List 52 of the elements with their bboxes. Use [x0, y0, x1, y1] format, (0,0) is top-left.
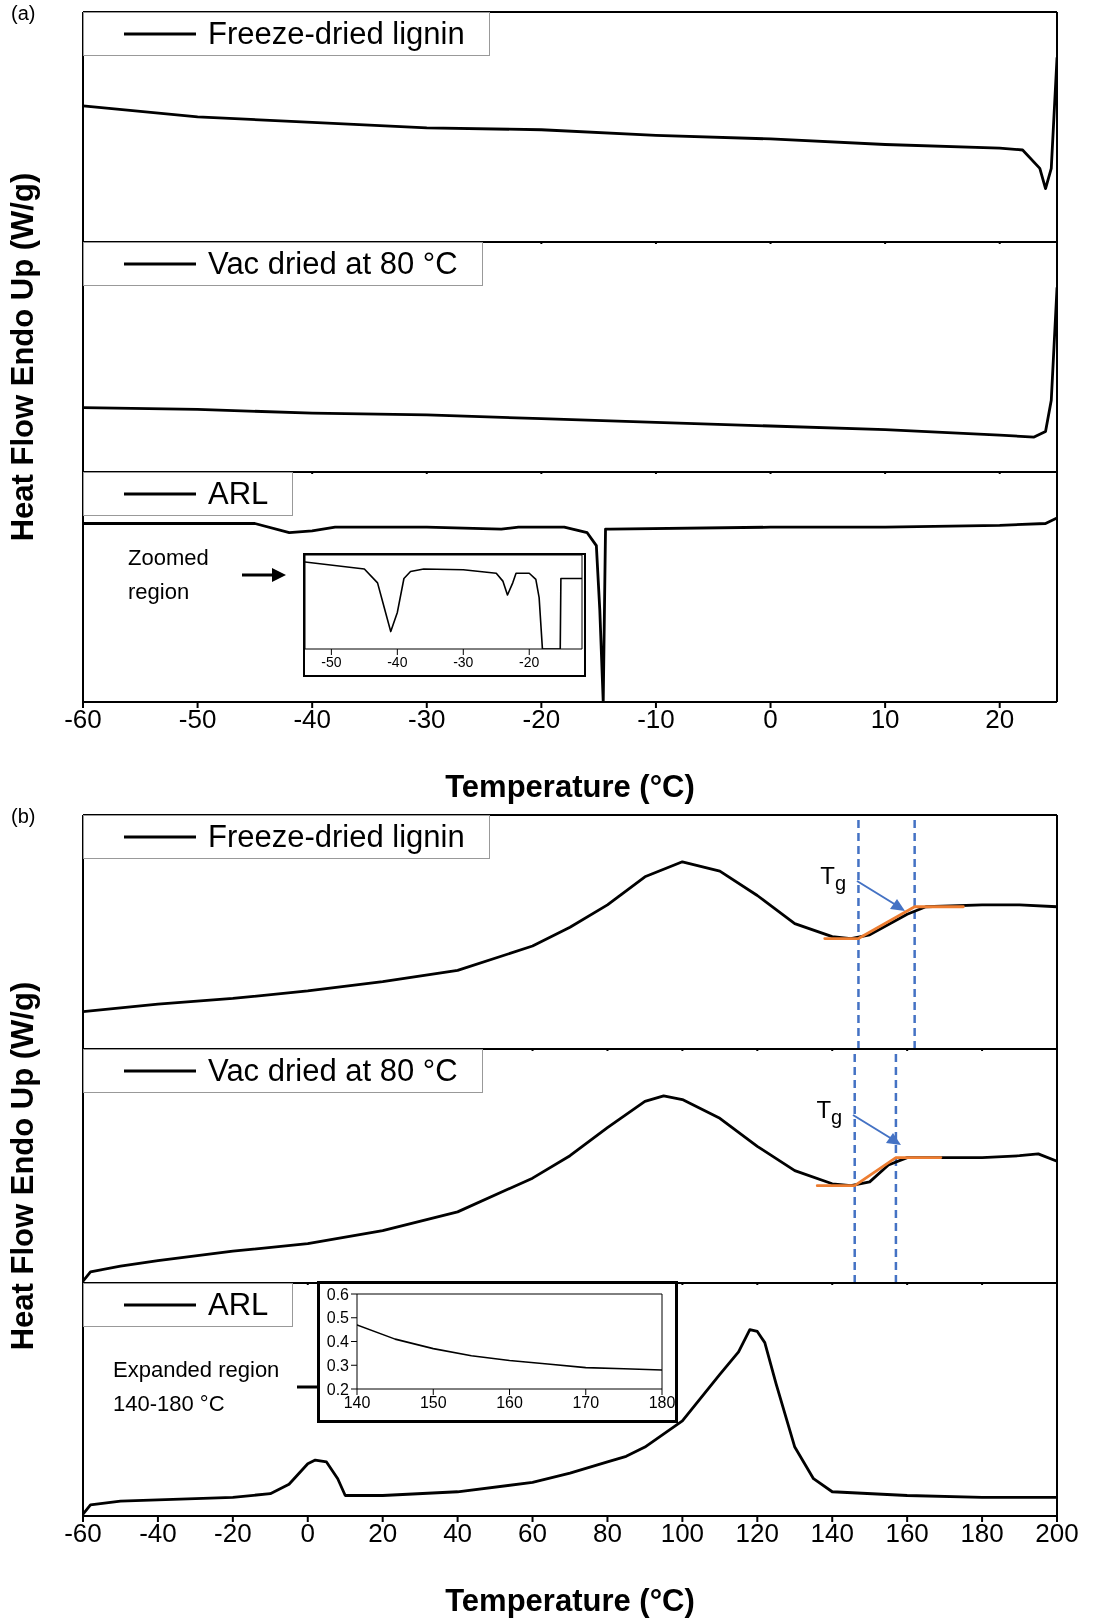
annotation: T$_{g}$: [816, 1095, 843, 1130]
x-tick-label: -40: [139, 1518, 177, 1549]
y-tick-label: 0.5: [326, 1309, 350, 1327]
x-tick-label: -10: [637, 704, 675, 735]
y-tick-label: 0.6: [326, 1285, 350, 1303]
x-tick-label: 20: [985, 704, 1015, 735]
chart-title: (a): [11, 2, 36, 25]
y-axis-title: Heat Flow Endo Up (W/g): [4, 171, 41, 544]
x-tick-label: -60: [64, 1518, 102, 1549]
annotation: Expanded region 140-180 °C: [113, 1355, 281, 1418]
x-tick-label: 80: [593, 1518, 622, 1549]
x-tick-label: 20: [368, 1518, 398, 1549]
legend-label: ARL: [208, 475, 269, 513]
x-axis-title: Temperature (°C): [445, 1583, 695, 1618]
x-tick-label: -60: [64, 704, 102, 735]
y-axis-title: Heat Flow Endo Up (W/g): [4, 980, 41, 1353]
y-tick-label: 0.3: [326, 1356, 350, 1374]
x-tick-label: 40: [443, 1518, 473, 1549]
x-tick-label: -20: [214, 1518, 252, 1549]
x-tick-label: -20: [519, 653, 540, 670]
x-tick-label: 0: [763, 704, 778, 735]
chart-title: (b): [11, 805, 36, 828]
x-tick-label: -30: [407, 704, 446, 735]
x-tick-label: 180: [960, 1518, 1004, 1549]
x-tick-label: 0: [300, 1518, 315, 1549]
x-tick-label: 180: [648, 1394, 676, 1412]
legend-label: Vac dried at 80 °C: [208, 1052, 458, 1090]
x-tick-label: -30: [453, 653, 474, 670]
x-tick-label: 200: [1035, 1518, 1079, 1549]
x-tick-label: -50: [321, 653, 342, 670]
legend-label: Freeze-dried lignin: [208, 818, 465, 856]
x-tick-label: 100: [660, 1518, 705, 1549]
annotation: Zoomed region: [128, 544, 210, 606]
legend-label: ARL: [208, 1286, 269, 1324]
x-tick-label: -40: [293, 704, 331, 735]
legend-label: Vac dried at 80 °C: [208, 245, 458, 283]
x-tick-label: -50: [178, 704, 217, 735]
x-tick-label: 140: [343, 1394, 371, 1412]
x-tick-label: 160: [496, 1394, 523, 1412]
x-tick-label: -20: [522, 704, 561, 735]
x-tick-label: -40: [387, 653, 408, 670]
x-tick-label: 60: [518, 1518, 547, 1549]
x-axis-title: Temperature (°C): [445, 769, 695, 804]
x-tick-label: 150: [419, 1394, 447, 1412]
y-tick-label: 0.4: [326, 1333, 350, 1351]
x-tick-label: 160: [885, 1518, 929, 1549]
x-tick-label: 10: [870, 704, 900, 735]
annotation: T$_{g}$: [820, 861, 847, 896]
legend-label: Freeze-dried lignin: [208, 15, 465, 53]
x-tick-label: 140: [810, 1518, 854, 1549]
x-tick-label: 120: [735, 1518, 779, 1549]
x-tick-label: 170: [572, 1394, 600, 1412]
